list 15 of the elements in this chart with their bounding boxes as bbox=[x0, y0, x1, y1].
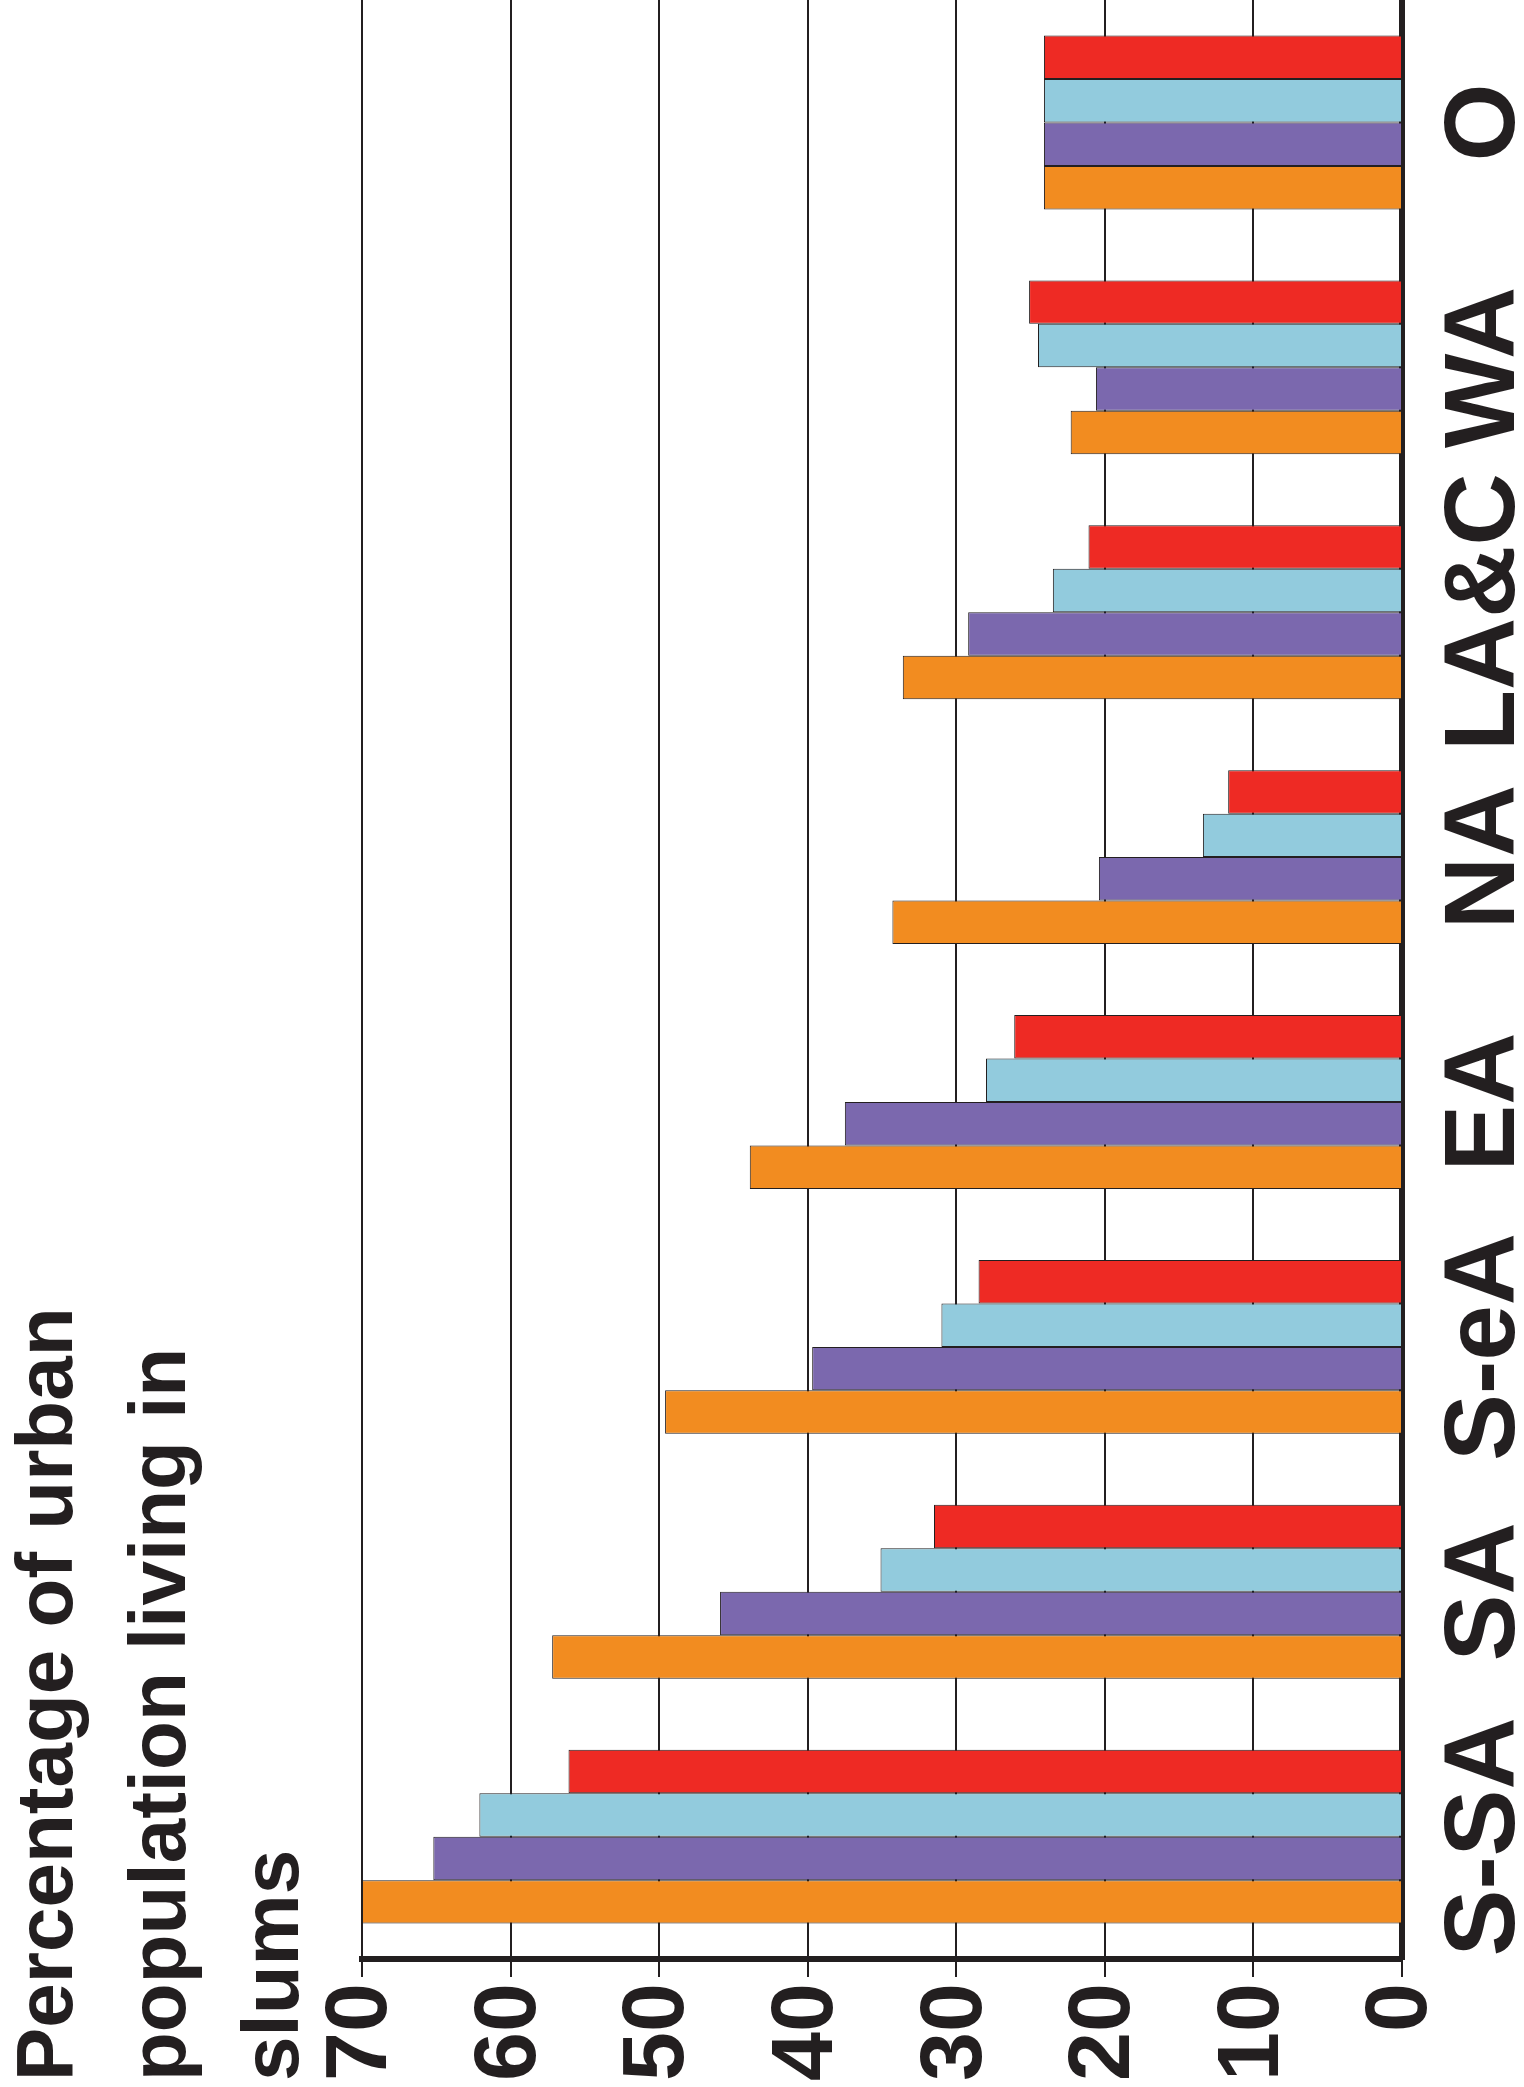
x-tick-label: 40 bbox=[751, 1983, 851, 2082]
y-tick-label: WA bbox=[1423, 286, 1524, 448]
y-tick-label: LA&C bbox=[1423, 473, 1524, 752]
x-tick-label: 10 bbox=[1197, 1983, 1297, 2082]
x-tick-label: 50 bbox=[603, 1983, 703, 2082]
y-tick-label: O bbox=[1423, 83, 1524, 162]
x-tick-label: 0 bbox=[1346, 1983, 1446, 2033]
x-tick-label: 30 bbox=[900, 1983, 1000, 2082]
y-tick-label: SA bbox=[1423, 1522, 1524, 1662]
y-tick-label: NA bbox=[1423, 784, 1524, 930]
x-tick-label: 20 bbox=[1049, 1983, 1149, 2082]
y-tick-label: S-SA bbox=[1423, 1717, 1524, 1957]
y-tick-label: S-eA bbox=[1423, 1232, 1524, 1461]
x-tick-label: 60 bbox=[454, 1983, 554, 2082]
y-tick-label: EA bbox=[1423, 1032, 1524, 1172]
